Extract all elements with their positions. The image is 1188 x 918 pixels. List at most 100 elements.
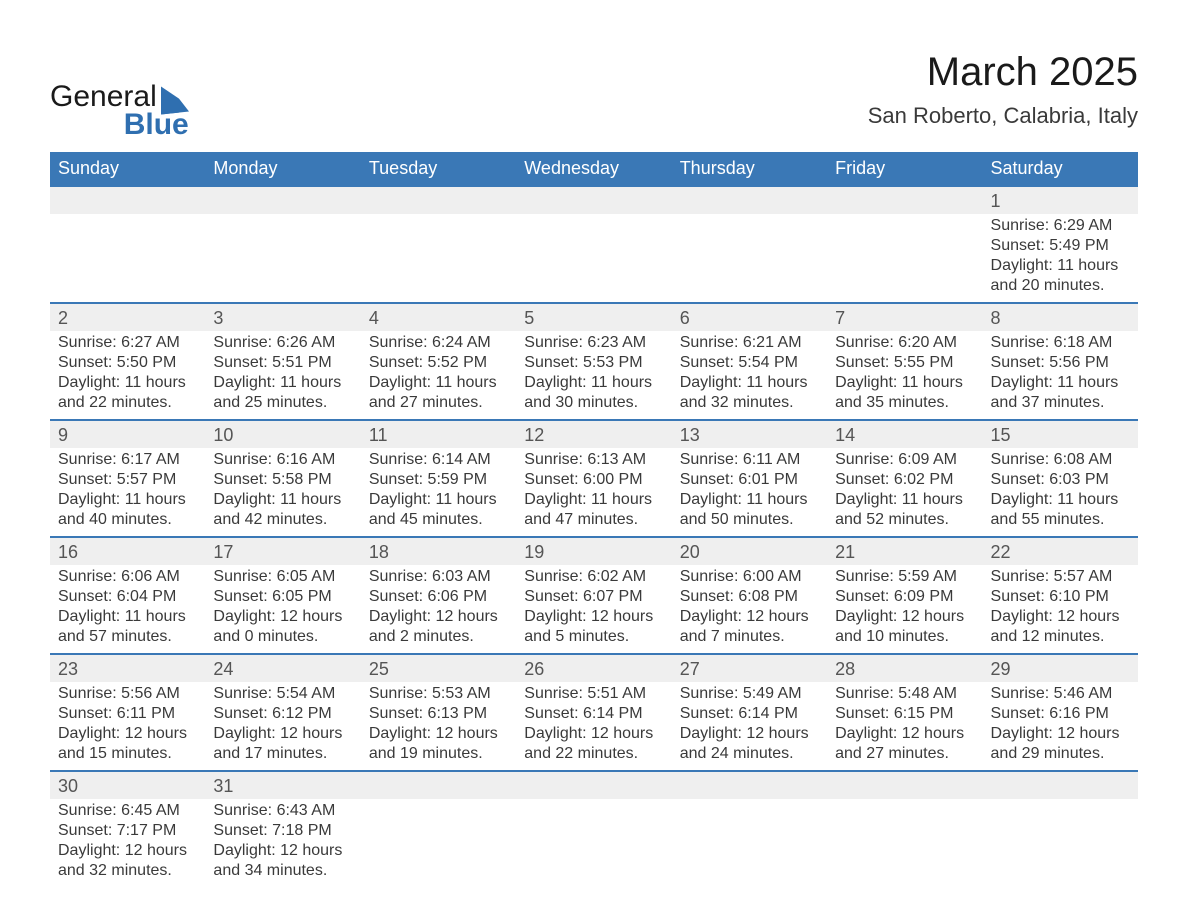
day-number: 19 [516,538,671,565]
day-body: Sunrise: 6:00 AMSunset: 6:08 PMDaylight:… [672,565,827,653]
day-number: 3 [205,304,360,331]
weekday-header: Wednesday [516,152,671,186]
day-sunrise: Sunrise: 6:43 AM [213,801,352,821]
day-day1: Daylight: 12 hours [213,724,352,744]
calendar-cell: 26Sunrise: 5:51 AMSunset: 6:14 PMDayligh… [516,654,671,771]
calendar-cell: 8Sunrise: 6:18 AMSunset: 5:56 PMDaylight… [983,303,1138,420]
calendar-cell [516,771,671,887]
day-number: 29 [983,655,1138,682]
calendar-cell [827,186,982,303]
day-body: Sunrise: 6:24 AMSunset: 5:52 PMDaylight:… [361,331,516,419]
day-sunrise: Sunrise: 5:59 AM [835,567,974,587]
calendar-cell: 31Sunrise: 6:43 AMSunset: 7:18 PMDayligh… [205,771,360,887]
day-body: Sunrise: 6:23 AMSunset: 5:53 PMDaylight:… [516,331,671,419]
day-day2: and 27 minutes. [369,393,508,413]
calendar-cell: 21Sunrise: 5:59 AMSunset: 6:09 PMDayligh… [827,537,982,654]
calendar-cell: 10Sunrise: 6:16 AMSunset: 5:58 PMDayligh… [205,420,360,537]
day-body: Sunrise: 5:49 AMSunset: 6:14 PMDaylight:… [672,682,827,770]
day-body: Sunrise: 5:51 AMSunset: 6:14 PMDaylight:… [516,682,671,770]
calendar-cell: 2Sunrise: 6:27 AMSunset: 5:50 PMDaylight… [50,303,205,420]
day-day2: and 35 minutes. [835,393,974,413]
weekday-header: Sunday [50,152,205,186]
day-body: Sunrise: 5:57 AMSunset: 6:10 PMDaylight:… [983,565,1138,653]
calendar-cell: 24Sunrise: 5:54 AMSunset: 6:12 PMDayligh… [205,654,360,771]
day-body: Sunrise: 6:02 AMSunset: 6:07 PMDaylight:… [516,565,671,653]
day-number: 23 [50,655,205,682]
day-number: 5 [516,304,671,331]
day-body: Sunrise: 6:17 AMSunset: 5:57 PMDaylight:… [50,448,205,536]
day-number: 1 [983,187,1138,214]
day-body: Sunrise: 6:21 AMSunset: 5:54 PMDaylight:… [672,331,827,419]
day-day1: Daylight: 12 hours [991,724,1130,744]
calendar-cell: 15Sunrise: 6:08 AMSunset: 6:03 PMDayligh… [983,420,1138,537]
day-day2: and 20 minutes. [991,276,1130,296]
calendar-cell: 1Sunrise: 6:29 AMSunset: 5:49 PMDaylight… [983,186,1138,303]
calendar-cell [361,186,516,303]
day-sunrise: Sunrise: 5:56 AM [58,684,197,704]
day-day1: Daylight: 11 hours [369,490,508,510]
calendar-cell: 25Sunrise: 5:53 AMSunset: 6:13 PMDayligh… [361,654,516,771]
day-number [672,187,827,214]
day-number [516,772,671,799]
day-day1: Daylight: 12 hours [835,607,974,627]
day-number [827,772,982,799]
day-day2: and 40 minutes. [58,510,197,530]
day-sunrise: Sunrise: 6:05 AM [213,567,352,587]
day-number: 8 [983,304,1138,331]
calendar-cell: 27Sunrise: 5:49 AMSunset: 6:14 PMDayligh… [672,654,827,771]
day-number [672,772,827,799]
day-sunset: Sunset: 5:53 PM [524,353,663,373]
day-day2: and 37 minutes. [991,393,1130,413]
day-sunset: Sunset: 6:07 PM [524,587,663,607]
calendar-cell: 12Sunrise: 6:13 AMSunset: 6:00 PMDayligh… [516,420,671,537]
day-sunrise: Sunrise: 6:00 AM [680,567,819,587]
day-day1: Daylight: 11 hours [991,490,1130,510]
day-number: 30 [50,772,205,799]
day-number: 24 [205,655,360,682]
day-sunrise: Sunrise: 6:09 AM [835,450,974,470]
calendar-cell: 14Sunrise: 6:09 AMSunset: 6:02 PMDayligh… [827,420,982,537]
day-day1: Daylight: 11 hours [524,490,663,510]
calendar-cell [827,771,982,887]
calendar-cell [672,771,827,887]
day-day1: Daylight: 11 hours [680,373,819,393]
day-number: 11 [361,421,516,448]
day-sunset: Sunset: 6:15 PM [835,704,974,724]
day-day2: and 55 minutes. [991,510,1130,530]
day-sunset: Sunset: 6:10 PM [991,587,1130,607]
logo-mark-icon [161,84,189,115]
day-sunset: Sunset: 5:51 PM [213,353,352,373]
day-day1: Daylight: 11 hours [58,607,197,627]
day-sunset: Sunset: 7:17 PM [58,821,197,841]
day-number [205,187,360,214]
day-number [516,187,671,214]
day-sunset: Sunset: 6:08 PM [680,587,819,607]
logo-word-2: Blue [124,108,189,142]
day-day2: and 25 minutes. [213,393,352,413]
day-sunset: Sunset: 5:55 PM [835,353,974,373]
day-sunset: Sunset: 6:13 PM [369,704,508,724]
day-sunset: Sunset: 5:50 PM [58,353,197,373]
day-day1: Daylight: 12 hours [991,607,1130,627]
day-sunset: Sunset: 7:18 PM [213,821,352,841]
day-number: 27 [672,655,827,682]
calendar-cell: 19Sunrise: 6:02 AMSunset: 6:07 PMDayligh… [516,537,671,654]
day-body: Sunrise: 6:06 AMSunset: 6:04 PMDaylight:… [50,565,205,653]
day-day2: and 32 minutes. [58,861,197,881]
day-body: Sunrise: 6:11 AMSunset: 6:01 PMDaylight:… [672,448,827,536]
day-body: Sunrise: 6:27 AMSunset: 5:50 PMDaylight:… [50,331,205,419]
day-day2: and 34 minutes. [213,861,352,881]
day-day1: Daylight: 11 hours [835,490,974,510]
day-number: 21 [827,538,982,565]
day-day1: Daylight: 12 hours [835,724,974,744]
calendar-cell: 16Sunrise: 6:06 AMSunset: 6:04 PMDayligh… [50,537,205,654]
day-body: Sunrise: 6:13 AMSunset: 6:00 PMDaylight:… [516,448,671,536]
calendar-cell [983,771,1138,887]
day-number: 7 [827,304,982,331]
day-body: Sunrise: 6:16 AMSunset: 5:58 PMDaylight:… [205,448,360,536]
day-day2: and 50 minutes. [680,510,819,530]
logo-text: General [50,80,189,114]
day-day2: and 27 minutes. [835,744,974,764]
day-number: 15 [983,421,1138,448]
day-body: Sunrise: 6:45 AMSunset: 7:17 PMDaylight:… [50,799,205,887]
